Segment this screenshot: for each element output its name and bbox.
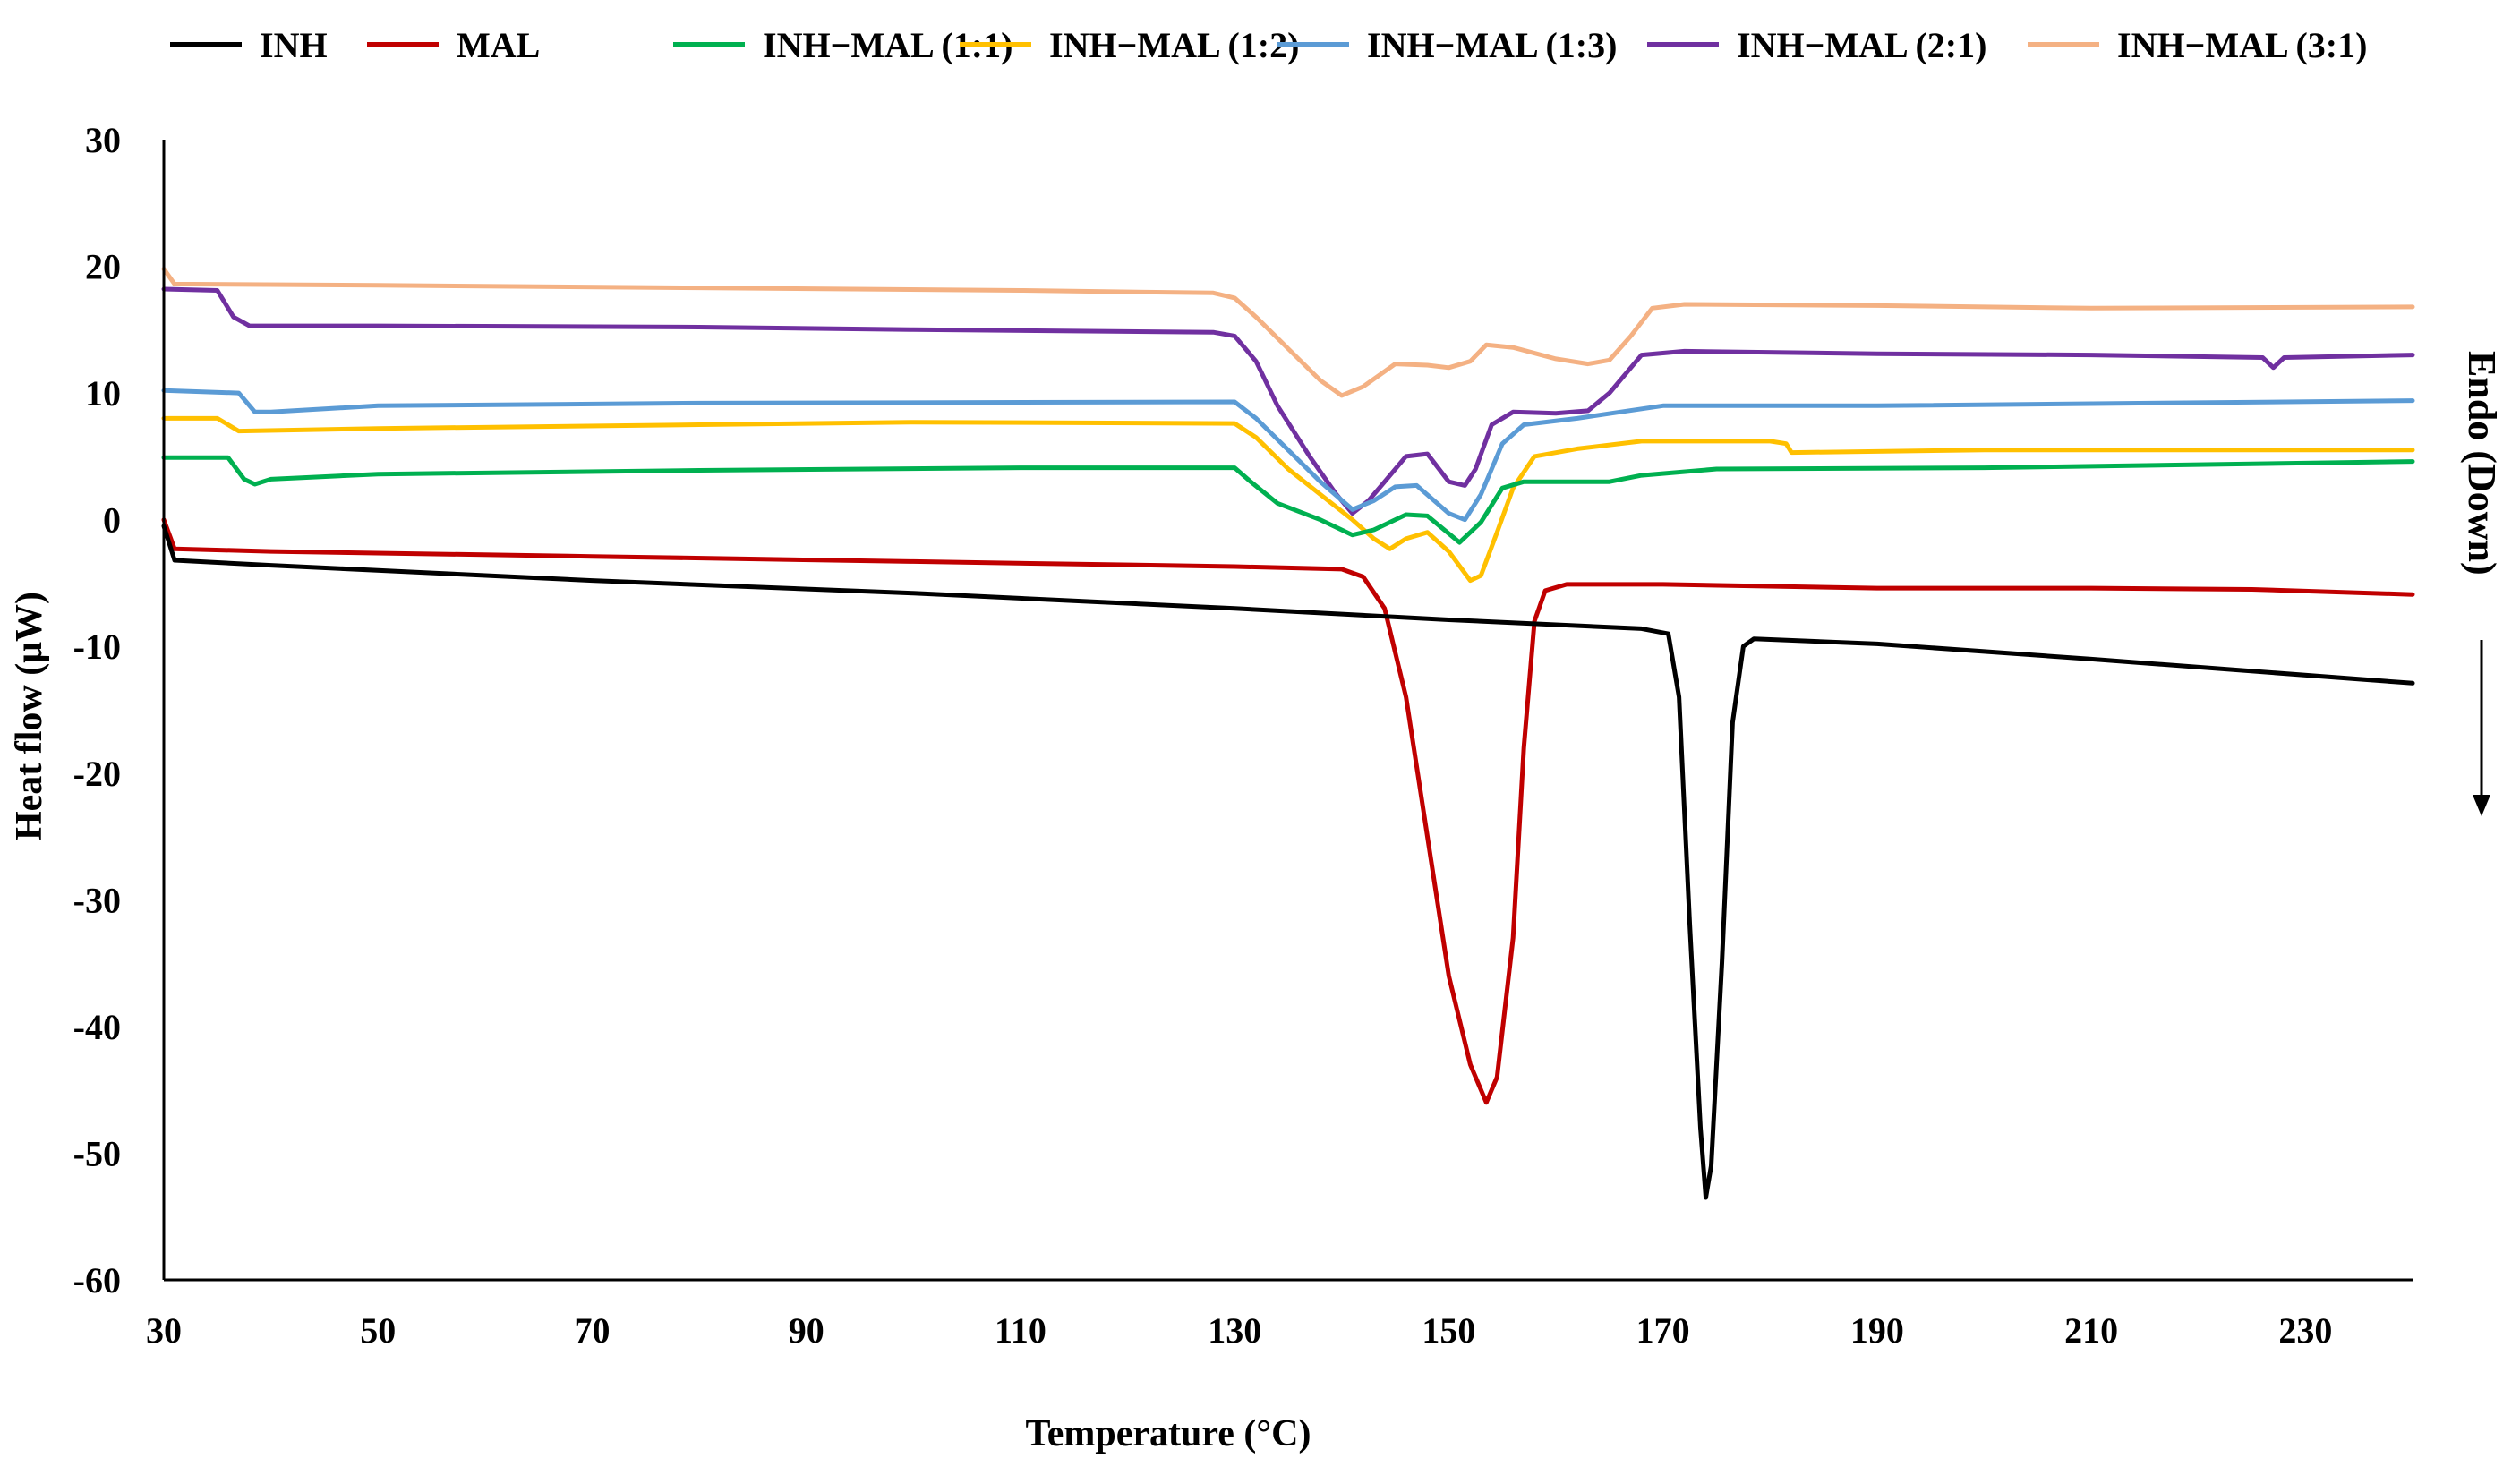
x-tick-label: 30 (146, 1310, 182, 1351)
y-tick-label: 10 (85, 373, 121, 414)
axes (162, 140, 2413, 1282)
series-line-inh-mal-1-2 (161, 415, 2415, 584)
series-line-inh-mal-1-1 (161, 455, 2415, 545)
y-tick-label: -20 (73, 754, 121, 794)
x-tick-label: 190 (1850, 1310, 1904, 1351)
legend-label-inh: INH (260, 25, 328, 65)
x-tick-label: 70 (574, 1310, 610, 1351)
legend-label-mal: MAL (457, 25, 540, 65)
x-tick-label: 90 (789, 1310, 824, 1351)
series-line-inh-mal-1-3 (161, 388, 2415, 523)
x-tick-label: 210 (2064, 1310, 2118, 1351)
x-tick-label: 170 (1636, 1310, 1690, 1351)
legend-label-inh-mal-2-1: INH−MAL (2:1) (1737, 25, 1986, 65)
y-tick-label: -40 (73, 1007, 121, 1047)
series-line-mal (161, 517, 2415, 1105)
legend-label-inh-mal-1-3: INH−MAL (1:3) (1367, 25, 1617, 65)
x-tick-label: 150 (1422, 1310, 1475, 1351)
y-tick-label: -50 (73, 1133, 121, 1173)
y-tick-label: -10 (73, 627, 121, 667)
x-tick-label: 230 (2278, 1310, 2332, 1351)
y-tick-label: 20 (85, 247, 121, 287)
x-tick-label: 50 (360, 1310, 396, 1351)
y-tick-label: -60 (73, 1260, 121, 1300)
endo-annotation: Endo (Down) (2460, 351, 2504, 816)
y-tick-label: 0 (103, 500, 121, 541)
legend: INH MAL INH−MAL (1:1) INH−MAL (1:2) INH−MAL … (170, 25, 2367, 65)
series-line-inh-mal-3-1 (161, 266, 2415, 398)
endo-arrow-head-icon (2473, 795, 2490, 816)
y-tick-labels: 30 20 10 0 -10 -20 -30 -40 -50 -60 (73, 120, 121, 1300)
plot-lines (161, 266, 2415, 1200)
y-tick-label: 30 (85, 120, 121, 160)
series-line-inh (161, 524, 2415, 1200)
y-axis-title: Heat flow (μW) (9, 592, 50, 840)
x-tick-label: 110 (995, 1310, 1046, 1351)
legend-label-inh-mal-1-2: INH−MAL (1:2) (1049, 25, 1299, 65)
x-tick-labels: 30 50 70 90 110 130 150 170 190 210 230 (146, 1310, 2332, 1351)
y-tick-label: -30 (73, 880, 121, 920)
series-line-inh-mal-2-1 (161, 286, 2415, 516)
legend-label-inh-mal-3-1: INH−MAL (3:1) (2117, 25, 2367, 65)
x-axis-title: Temperature (°C) (1026, 1413, 1311, 1454)
x-tick-label: 130 (1208, 1310, 1261, 1351)
endo-label: Endo (Down) (2460, 351, 2504, 576)
